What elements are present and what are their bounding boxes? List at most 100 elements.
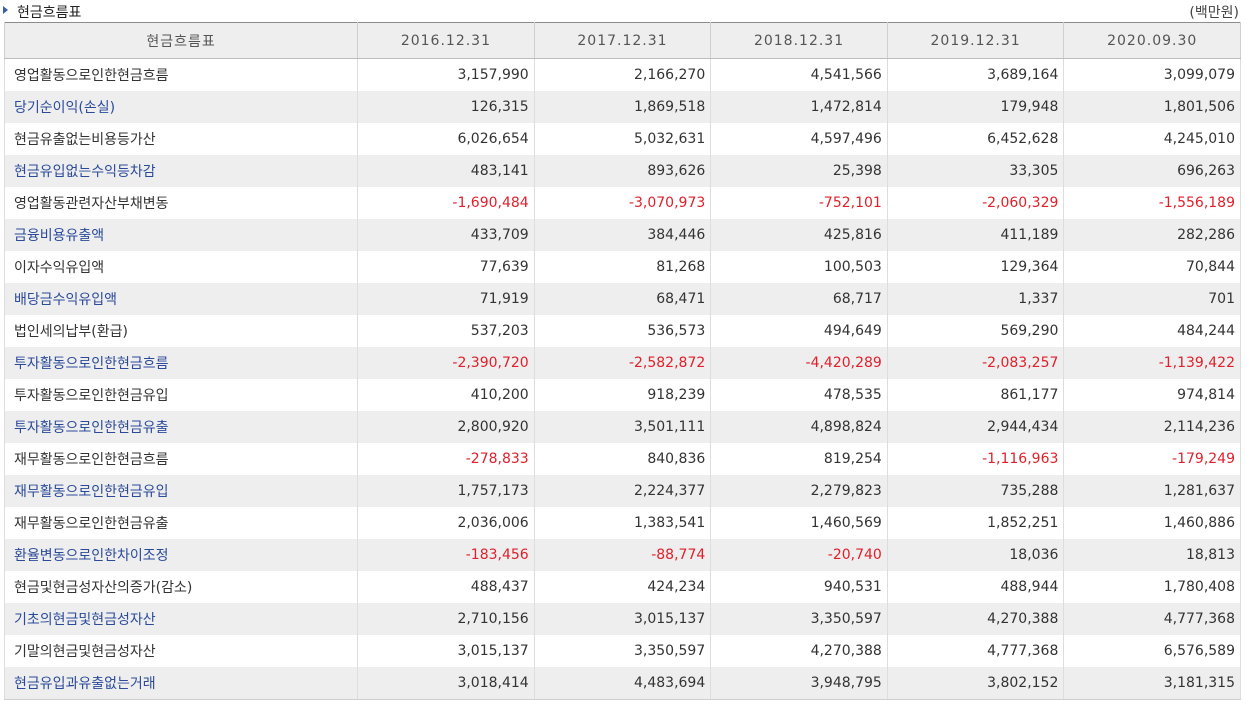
value-cell: 3,018,414	[357, 667, 535, 700]
row-label-link[interactable]: 투자활동으로인한현금흐름	[3, 347, 359, 379]
row-label-link[interactable]: 현금유입없는수익등차감	[3, 155, 359, 187]
value-cell: 2,710,156	[357, 603, 535, 635]
value-cell: 282,286	[1063, 219, 1241, 251]
value-cell: 3,350,597	[710, 603, 888, 635]
value-cell: 384,446	[534, 219, 712, 251]
value-cell: 1,852,251	[887, 507, 1065, 539]
table-row: 영업활동으로인한현금흐름 3,157,990 2,166,270 4,541,566 3…	[3, 58, 1241, 91]
value-cell: 100,503	[710, 251, 888, 283]
value-cell: 4,483,694	[534, 667, 712, 700]
column-header-period: 2020.09.30	[1063, 22, 1241, 59]
header-row: 현금흐름표 2016.12.31 2017.12.31 2018.12.31 2…	[3, 22, 1241, 59]
value-cell: -2,060,329	[887, 187, 1065, 219]
table-row: 투자활동으로인한현금흐름 -2,390,720 -2,582,872 -4,420,2…	[3, 347, 1241, 379]
column-header-period: 2017.12.31	[534, 22, 712, 59]
value-cell: -2,083,257	[887, 347, 1065, 379]
value-cell: 483,141	[357, 155, 535, 187]
value-cell: 68,471	[534, 283, 712, 315]
value-cell: 3,181,315	[1063, 667, 1241, 700]
value-cell: 3,015,137	[534, 603, 712, 635]
column-header-period: 2016.12.31	[357, 22, 535, 59]
value-cell: 3,015,137	[357, 635, 535, 667]
value-cell: -278,833	[357, 443, 535, 475]
value-cell: 1,801,506	[1063, 91, 1241, 123]
value-cell: 4,541,566	[710, 58, 888, 91]
value-cell: 77,639	[357, 251, 535, 283]
row-label-link[interactable]: 당기순이익(손실)	[3, 91, 359, 123]
value-cell: 2,114,236	[1063, 411, 1241, 443]
value-cell: 4,270,388	[887, 603, 1065, 635]
row-label-link[interactable]: 현금유입과유출없는거래	[3, 667, 359, 700]
value-cell: 3,099,079	[1063, 58, 1241, 91]
table-row: 금융비용유출액 433,709 384,446 425,816 411,189 282,2…	[3, 219, 1241, 251]
table-row: 재무활동으로인한현금유입 1,757,173 2,224,377 2,279,823 7…	[3, 475, 1241, 507]
value-cell: 488,437	[357, 571, 535, 603]
value-cell: 484,244	[1063, 315, 1241, 347]
value-cell: -1,556,189	[1063, 187, 1241, 219]
value-cell: 536,573	[534, 315, 712, 347]
value-cell: 2,800,920	[357, 411, 535, 443]
row-label: 현금유출없는비용등가산	[3, 123, 359, 155]
value-cell: 6,026,654	[357, 123, 535, 155]
value-cell: -752,101	[710, 187, 888, 219]
value-cell: 433,709	[357, 219, 535, 251]
value-cell: 5,032,631	[534, 123, 712, 155]
value-cell: 1,337	[887, 283, 1065, 315]
row-label-link[interactable]: 재무활동으로인한현금유입	[3, 475, 359, 507]
table-row: 투자활동으로인한현금유입 410,200 918,239 478,535 861,177…	[3, 379, 1241, 411]
row-label: 법인세의납부(환급)	[3, 315, 359, 347]
value-cell: -183,456	[357, 539, 535, 571]
row-label-link[interactable]: 배당금수익유입액	[3, 283, 359, 315]
row-label-link[interactable]: 금융비용유출액	[3, 219, 359, 251]
value-cell: 701	[1063, 283, 1241, 315]
value-cell: -3,070,973	[534, 187, 712, 219]
row-label-link[interactable]: 투자활동으로인한현금유출	[3, 411, 359, 443]
value-cell: 1,281,637	[1063, 475, 1241, 507]
value-cell: 2,036,006	[357, 507, 535, 539]
column-header-label: 현금흐름표	[3, 22, 359, 59]
value-cell: -2,390,720	[357, 347, 535, 379]
value-cell: 4,270,388	[710, 635, 888, 667]
value-cell: 410,200	[357, 379, 535, 411]
row-label-link[interactable]: 환율변동으로인한차이조정	[3, 539, 359, 571]
value-cell: 3,501,111	[534, 411, 712, 443]
value-cell: 1,780,408	[1063, 571, 1241, 603]
row-label: 재무활동으로인한현금흐름	[3, 443, 359, 475]
table-row: 현금유입없는수익등차감 483,141 893,626 25,398 33,305 696…	[3, 155, 1241, 187]
row-label-link[interactable]: 기초의현금및현금성자산	[3, 603, 359, 635]
row-label: 투자활동으로인한현금유입	[3, 379, 359, 411]
cash-flow-table: 현금흐름표 2016.12.31 2017.12.31 2018.12.31 2…	[3, 22, 1241, 700]
table-header: 현금흐름표 2016.12.31 2017.12.31 2018.12.31 2…	[3, 22, 1241, 59]
value-cell: -1,690,484	[357, 187, 535, 219]
value-cell: 696,263	[1063, 155, 1241, 187]
row-label: 현금및현금성자산의증가(감소)	[3, 571, 359, 603]
value-cell: 2,224,377	[534, 475, 712, 507]
value-cell: 1,869,518	[534, 91, 712, 123]
value-cell: 1,472,814	[710, 91, 888, 123]
value-cell: 4,245,010	[1063, 123, 1241, 155]
table-row: 환율변동으로인한차이조정 -183,456 -88,774 -20,740 18,036…	[3, 539, 1241, 571]
table-row: 현금및현금성자산의증가(감소) 488,437 424,234 940,531 488,…	[3, 571, 1241, 603]
table-row: 법인세의납부(환급) 537,203 536,573 494,649 569,290 48…	[3, 315, 1241, 347]
unit-label: (백만원)	[1189, 5, 1239, 21]
value-cell: -4,420,289	[710, 347, 888, 379]
table-row: 재무활동으로인한현금유출 2,036,006 1,383,541 1,460,569 1…	[3, 507, 1241, 539]
value-cell: 2,944,434	[887, 411, 1065, 443]
value-cell: 4,898,824	[710, 411, 888, 443]
value-cell: 1,460,886	[1063, 507, 1241, 539]
value-cell: 126,315	[357, 91, 535, 123]
table-row: 배당금수익유입액 71,919 68,471 68,717 1,337 701	[3, 283, 1241, 315]
value-cell: 3,948,795	[710, 667, 888, 700]
value-cell: 18,813	[1063, 539, 1241, 571]
value-cell: 6,576,589	[1063, 635, 1241, 667]
bullet-triangle-icon	[3, 6, 8, 14]
table-row: 재무활동으로인한현금흐름 -278,833 840,836 819,254 -1,116…	[3, 443, 1241, 475]
value-cell: 918,239	[534, 379, 712, 411]
value-cell: 537,203	[357, 315, 535, 347]
value-cell: 4,597,496	[710, 123, 888, 155]
value-cell: 179,948	[887, 91, 1065, 123]
row-label: 기말의현금및현금성자산	[3, 635, 359, 667]
table-row: 현금유출없는비용등가산 6,026,654 5,032,631 4,597,496 6,…	[3, 123, 1241, 155]
table-body: 영업활동으로인한현금흐름 3,157,990 2,166,270 4,541,566 3…	[3, 58, 1241, 700]
value-cell: 819,254	[710, 443, 888, 475]
